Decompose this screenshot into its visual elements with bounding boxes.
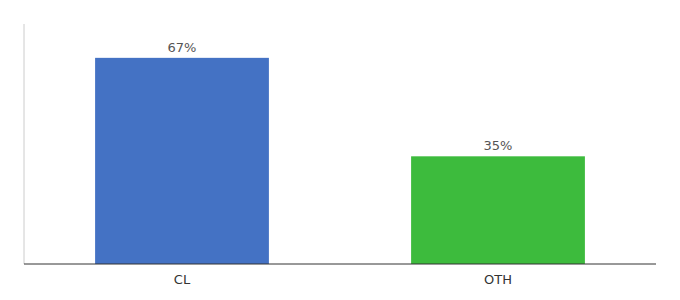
y-axis-line xyxy=(24,24,25,264)
x-tick-label: CL xyxy=(174,272,191,287)
page: {"chart_data": {"type": "bar", "categori… xyxy=(0,0,680,300)
bars xyxy=(95,58,585,264)
chart-container: CL OTH 67% 35% xyxy=(0,0,680,300)
x-tick-label: OTH xyxy=(484,272,512,287)
chart: CL OTH 67% 35% xyxy=(0,0,680,300)
bar xyxy=(95,58,269,264)
bar xyxy=(411,156,585,264)
data-label: 67% xyxy=(168,40,197,55)
x-axis-line xyxy=(24,264,656,265)
data-label: 35% xyxy=(484,138,513,153)
